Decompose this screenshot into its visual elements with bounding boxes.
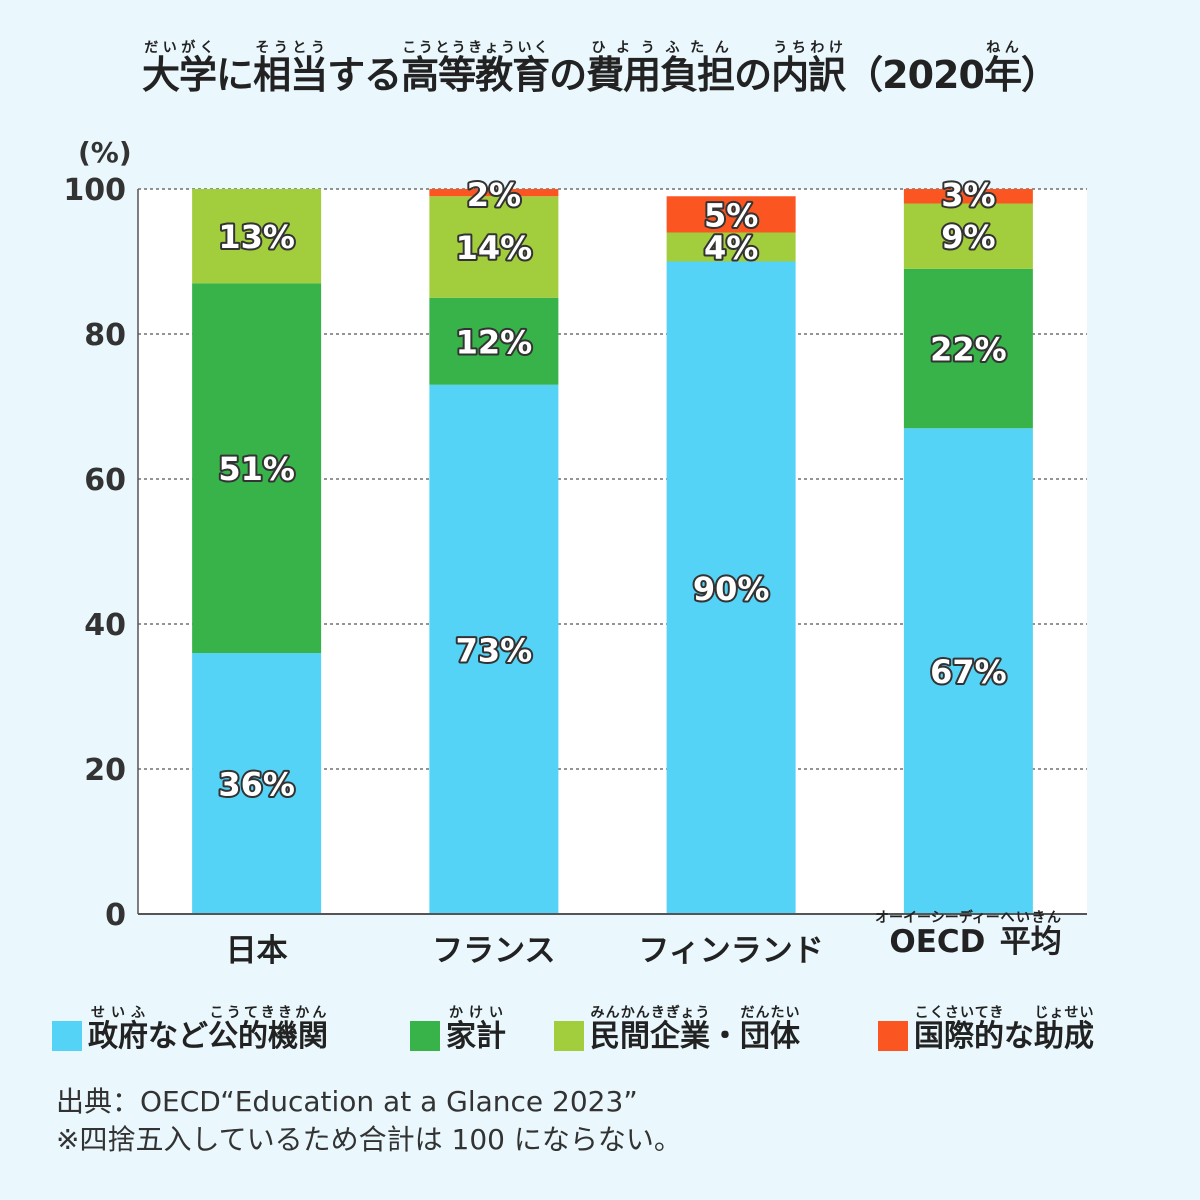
bar-segment <box>903 203 1033 269</box>
data-label: 14% <box>456 229 533 267</box>
data-label: 22% <box>930 331 1007 369</box>
data-label: 67% <box>930 653 1007 691</box>
legend-label: 民間企業みんかんきぎょう・団体だんたい <box>590 1005 800 1054</box>
ruby-text: 政府せいふ <box>88 1005 148 1054</box>
source-note: 出典：OECD“Education at a Glance 2023” ※四捨五… <box>56 1083 682 1159</box>
y-tick-label: 40 <box>84 608 126 643</box>
y-axis-label: (%) <box>78 136 132 169</box>
legend-swatch <box>878 1021 908 1051</box>
data-label: 36% <box>218 766 295 804</box>
legend-swatch <box>554 1021 584 1051</box>
y-tick-label: 20 <box>84 753 126 788</box>
data-label: 51% <box>218 450 295 488</box>
data-label: 4% <box>704 229 758 267</box>
y-tick-label: 60 <box>84 463 126 498</box>
ruby-text: 公的機関こうてききかん <box>208 1005 328 1054</box>
bar-segment <box>903 268 1033 429</box>
legend-label: 政府せいふなど公的機関こうてききかん <box>88 1005 328 1054</box>
x-tick-label: 日本 <box>225 933 288 969</box>
data-label: 3% <box>941 176 995 214</box>
legend: 政府せいふなど公的機関こうてききかん 家計かけい 民間企業みんかんきぎょう・団体だん… <box>52 995 1102 1055</box>
ruby-text: 民間企業みんかんきぎょう <box>590 1005 710 1054</box>
legend-swatch <box>410 1021 440 1051</box>
data-label: 5% <box>704 196 758 234</box>
bar-segment <box>192 283 322 653</box>
bar-segment <box>429 196 559 298</box>
legend-item: 国際的こくさいてきな助成じょせい <box>878 1005 1094 1055</box>
legend-label: 家計かけい <box>446 1005 506 1055</box>
y-tick-label: 100 <box>63 173 126 208</box>
legend-item: 家計かけい <box>410 1005 506 1055</box>
rounding-note: ※四捨五入しているため合計は 100 にならない。 <box>56 1123 682 1156</box>
y-tick-label: 80 <box>84 318 126 353</box>
chart-title: 大学だいがくに相当そうとうする高等教育こうとうきょういくの費用負担ひようふたんの… <box>142 40 1059 97</box>
data-label: 2% <box>467 176 521 214</box>
bar-segment <box>192 189 322 284</box>
ruby-text: 助成じょせい <box>1034 1005 1094 1054</box>
data-label: 12% <box>456 323 533 361</box>
data-label: 9% <box>941 218 995 256</box>
bar-segment <box>192 653 322 914</box>
data-label: 13% <box>218 218 295 256</box>
legend-item: 民間企業みんかんきぎょう・団体だんたい <box>554 1005 800 1055</box>
legend-swatch <box>52 1021 82 1051</box>
legend-label: 国際的こくさいてきな助成じょせい <box>914 1005 1094 1054</box>
bar-segment <box>429 189 559 197</box>
ruby-text: 国際的こくさいてき <box>914 1005 1004 1054</box>
ruby-text: OECDオーイーシーディー <box>875 910 1000 960</box>
ruby-text: 高等教育こうとうきょういく <box>401 40 550 97</box>
bar-segment <box>666 232 796 262</box>
bar-segment <box>903 189 1033 204</box>
x-tick-label: フランス <box>432 933 556 969</box>
bar-segment <box>429 384 559 914</box>
x-tick-label: フィンランド <box>638 933 824 969</box>
ruby-text: 相当そうとう <box>253 40 328 97</box>
legend-item: 政府せいふなど公的機関こうてききかん <box>52 1005 328 1055</box>
bar-segment <box>666 196 796 233</box>
y-tick-label: 0 <box>105 898 126 933</box>
bar-segment <box>903 428 1033 914</box>
ruby-text: 家計かけい <box>446 1005 506 1054</box>
bar-segment <box>666 261 796 914</box>
bar-segment <box>429 297 559 385</box>
ruby-text: 年ねん <box>983 40 1022 97</box>
source-line: 出典：OECD“Education at a Glance 2023” <box>56 1085 638 1118</box>
ruby-text: 団体だんたい <box>740 1005 800 1054</box>
ruby-text: 大学だいがく <box>142 40 217 97</box>
ruby-text: 内訳うちわけ <box>771 40 846 97</box>
ruby-text: 平均へいきん <box>999 910 1062 960</box>
data-label: 73% <box>456 631 533 669</box>
data-label: 90% <box>693 570 770 608</box>
ruby-text: 費用負担ひようふたん <box>586 40 735 97</box>
x-tick-label: OECDオーイーシーディー平均へいきん <box>868 910 1068 961</box>
